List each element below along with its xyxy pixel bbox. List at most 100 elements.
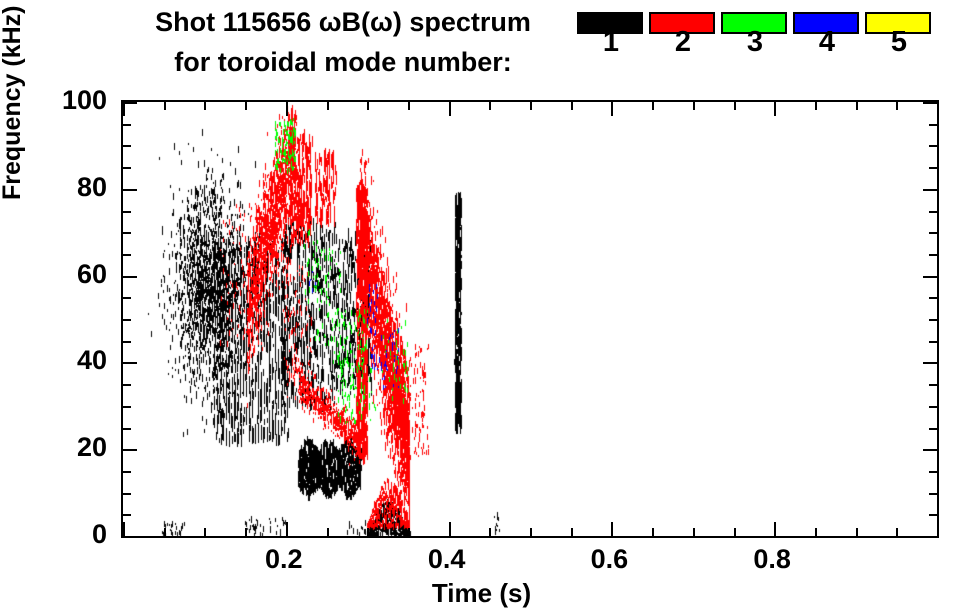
y-tick-right [929,254,937,256]
y-tick [123,449,137,451]
legend-label-2: 2 [674,26,692,58]
x-tick-label: 0.4 [427,544,466,574]
legend-swatch-2 [649,12,715,34]
y-tick [123,124,131,126]
x-tick [530,528,532,536]
title-line-1: Shot 115656 ωB(ω) spectrum [108,2,578,42]
x-tick [611,522,613,536]
y-tick-right [929,471,937,473]
legend-label-4: 4 [818,26,836,58]
x-tick-top [693,102,695,110]
x-tick [367,528,369,536]
x-tick-top [571,102,573,110]
x-tick-label: 0.8 [753,544,791,574]
legend-label-5: 5 [890,26,908,58]
title-line-1-text: Shot 115656 ωB(ω) spectrum [155,7,531,37]
y-tick-right [929,384,937,386]
y-tick [123,406,131,408]
y-tick [123,341,131,343]
y-tick-right [929,232,937,234]
x-tick-label: 0.6 [590,544,629,574]
y-tick-right [923,276,937,278]
legend-item-2[interactable]: 2 [647,8,719,64]
y-tick-right [923,189,937,191]
y-tick-right [923,362,937,364]
y-tick-label: 0 [91,519,107,549]
y-tick-label: 20 [76,432,107,463]
legend-item-5[interactable]: 5 [863,8,935,64]
x-tick [652,528,654,536]
y-tick [123,297,131,299]
y-tick [123,471,131,473]
x-tick [408,528,410,536]
x-tick-top [856,102,858,110]
y-tick-label: 100 [61,85,107,115]
x-tick-label: 0.2 [265,544,303,574]
x-tick-top [204,102,206,110]
y-tick-label: 80 [76,171,107,202]
y-tick [123,102,137,104]
y-tick [123,276,137,278]
y-tick-right [929,428,937,430]
x-tick-top [408,102,410,110]
y-tick-right [929,211,937,213]
x-tick-top [815,102,817,110]
x-tick-top [327,102,329,110]
y-tick-right [929,493,937,495]
x-tick-top [489,102,491,110]
x-tick-top [652,102,654,110]
x-tick [734,528,736,536]
x-tick [896,528,898,536]
y-tick [123,514,131,516]
x-tick-top [164,102,166,110]
y-tick [123,428,131,430]
spectrogram-canvas [123,102,937,536]
y-tick [123,319,131,321]
y-tick-label: 40 [76,345,107,376]
x-tick-top [611,102,613,116]
y-axis-label: Frequency (kHz) [0,5,26,200]
x-tick-top [896,102,898,110]
y-tick [123,211,131,213]
x-axis-label: Time (s) [431,578,532,608]
x-tick-top [734,102,736,110]
y-tick-right [929,167,937,169]
y-tick-right [923,536,937,538]
legend-item-4[interactable]: 4 [791,8,863,64]
y-tick [123,189,137,191]
x-tick [123,522,125,536]
x-tick [286,522,288,536]
y-tick [123,145,131,147]
legend-label-1: 1 [602,26,620,58]
x-tick [774,522,776,536]
legend-item-1[interactable]: 1 [575,8,647,64]
y-tick-right [929,406,937,408]
plot-area [121,100,939,538]
x-tick [856,528,858,536]
x-tick [327,528,329,536]
x-tick [449,522,451,536]
y-tick [123,493,131,495]
x-tick-top [774,102,776,116]
y-tick-label: 60 [76,258,107,289]
legend-swatch-4 [793,12,859,34]
figure-title: Shot 115656 ωB(ω) spectrum for toroidal … [108,2,578,82]
y-tick [123,254,131,256]
legend-swatch-3 [721,12,787,34]
title-line-2: for toroidal mode number: [174,47,512,77]
x-tick [164,528,166,536]
x-tick [815,528,817,536]
x-tick [693,528,695,536]
x-tick-top [286,102,288,116]
y-tick-right [929,514,937,516]
y-tick-right [923,449,937,451]
y-tick-right [929,145,937,147]
x-tick [489,528,491,536]
legend-item-3[interactable]: 3 [719,8,791,64]
legend-swatch-5 [865,12,931,34]
y-tick-right [929,319,937,321]
y-tick [123,232,131,234]
y-tick [123,362,137,364]
x-tick [571,528,573,536]
